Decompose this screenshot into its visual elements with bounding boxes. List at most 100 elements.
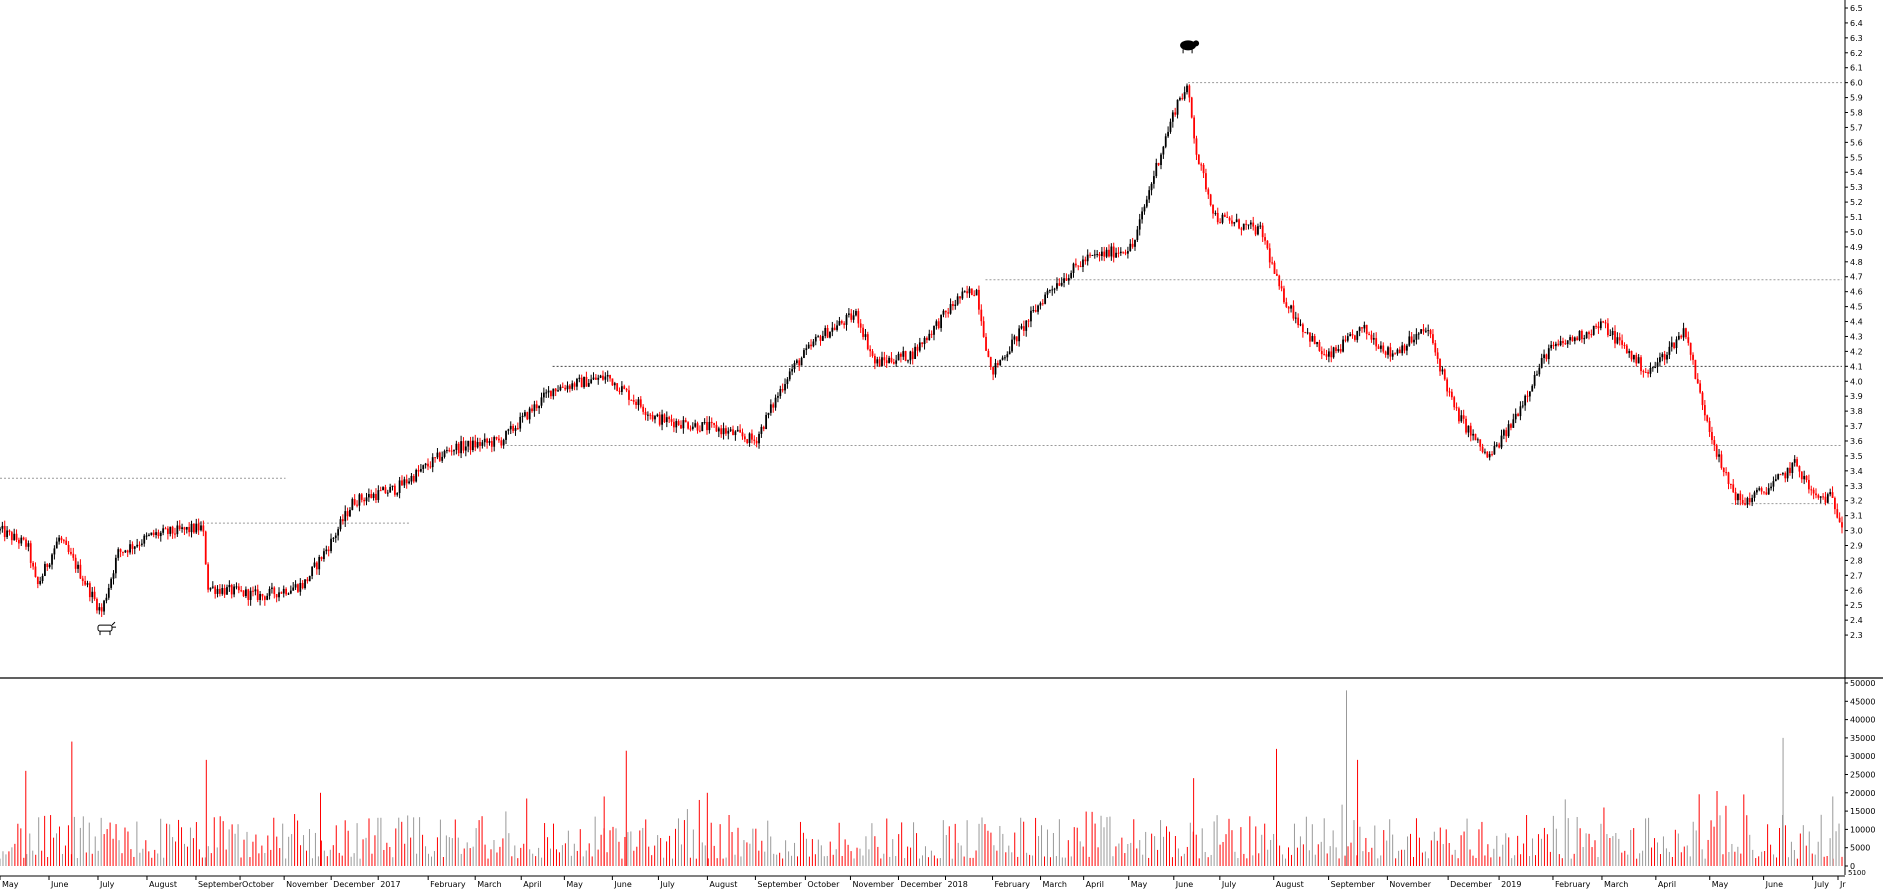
- candle-body: [1181, 98, 1184, 100]
- candle-body: [1703, 405, 1706, 416]
- candle-body: [1720, 454, 1723, 468]
- candle-body: [1143, 206, 1146, 212]
- candle-body: [1290, 305, 1292, 309]
- candle-body: [1004, 357, 1006, 359]
- x-tick-label: November: [1389, 880, 1431, 889]
- candle-body: [1320, 350, 1323, 355]
- candle-body: [145, 535, 148, 537]
- candle-body: [810, 344, 812, 347]
- candle-body: [498, 438, 500, 441]
- candle-body: [479, 442, 481, 446]
- candle-body: [528, 408, 531, 420]
- candle-body: [1441, 369, 1444, 372]
- candle-body: [1179, 98, 1181, 100]
- candle-body: [1082, 259, 1084, 267]
- candle-body: [1571, 337, 1574, 342]
- candle-body: [769, 404, 772, 413]
- candle-body: [327, 549, 330, 552]
- candle-body: [713, 423, 716, 425]
- candle-body: [592, 377, 595, 380]
- candle-body: [8, 530, 11, 533]
- candle-body: [1618, 337, 1621, 341]
- candle-body: [1249, 222, 1252, 225]
- candle-body: [1566, 340, 1569, 345]
- candle-body: [159, 532, 162, 537]
- candle-body: [1375, 338, 1378, 347]
- candle-body: [114, 557, 117, 574]
- x-tick-label: June: [50, 880, 69, 889]
- candle-body: [784, 384, 786, 391]
- candle-body: [294, 584, 297, 588]
- x-tick-label: November: [852, 880, 894, 889]
- candle-body: [493, 437, 496, 447]
- candle-body: [843, 323, 846, 325]
- candle-body: [1323, 354, 1326, 356]
- candle-body: [968, 288, 971, 294]
- candle-body: [122, 551, 124, 553]
- candle-body: [112, 573, 115, 579]
- candle-body: [1257, 226, 1259, 235]
- price-y-tick-label: 2.8: [1850, 556, 1863, 565]
- candle-body: [370, 494, 373, 498]
- candle-body: [1800, 471, 1803, 480]
- candle-body: [313, 562, 316, 567]
- candle-body: [412, 475, 415, 482]
- x-tick-label: May: [566, 880, 583, 889]
- x-tick-label: June: [613, 880, 632, 889]
- candle-body: [871, 351, 874, 356]
- candle-body: [675, 421, 678, 428]
- candle-body: [859, 323, 862, 328]
- candle-body: [1689, 342, 1692, 355]
- candle-body: [552, 388, 555, 397]
- candle-body: [1597, 326, 1600, 329]
- candle-body: [84, 581, 87, 585]
- candle-body: [1654, 366, 1657, 368]
- price-y-tick-label: 4.3: [1850, 332, 1863, 341]
- candle-body: [429, 466, 432, 468]
- candle-body: [1661, 354, 1664, 358]
- candle-body: [573, 383, 576, 387]
- candle-body: [346, 511, 349, 517]
- candle-body: [1346, 336, 1349, 341]
- candle-body: [124, 550, 127, 553]
- volume-y-axis: 0 5000 10000 15000 20000 25000 30000 35000 40000…: [1845, 679, 1875, 871]
- candle-body: [483, 438, 486, 443]
- candle-body: [1573, 337, 1576, 342]
- candle-body: [878, 359, 881, 367]
- candle-body: [1108, 249, 1110, 257]
- candle-body: [892, 361, 895, 364]
- candle-body: [74, 557, 77, 569]
- candle-body: [1332, 347, 1335, 358]
- candle-body: [1100, 251, 1103, 257]
- x-tick-label: July: [99, 880, 115, 889]
- candle-body: [1070, 272, 1073, 279]
- candle-body: [13, 533, 16, 541]
- candle-body: [646, 414, 649, 416]
- candle-body: [526, 412, 529, 420]
- candle-body: [1084, 259, 1087, 262]
- candle-body: [559, 386, 562, 391]
- volume-y-tick-label: 20000: [1850, 789, 1875, 798]
- candle-body: [639, 399, 642, 407]
- candle-body: [1668, 346, 1671, 355]
- candle-body: [261, 594, 264, 597]
- candle-body: [746, 439, 749, 444]
- price-y-tick-label: 4.5: [1850, 303, 1863, 312]
- candle-body: [980, 309, 983, 322]
- candle-body: [568, 385, 571, 389]
- candle-body: [155, 532, 157, 535]
- candle-body: [422, 465, 425, 470]
- candle-body: [1550, 344, 1553, 349]
- candle-body: [245, 589, 247, 597]
- candle-body: [1554, 343, 1557, 347]
- candle-body: [781, 389, 784, 391]
- price-y-tick-label: 3.4: [1850, 467, 1863, 476]
- candle-body: [658, 414, 661, 425]
- candle-body: [34, 566, 37, 577]
- candle-body: [460, 441, 462, 454]
- candle-body: [410, 475, 413, 482]
- candle-body: [462, 441, 465, 451]
- candle-body: [386, 492, 389, 494]
- candle-body: [734, 431, 737, 436]
- candle-body: [1696, 378, 1699, 384]
